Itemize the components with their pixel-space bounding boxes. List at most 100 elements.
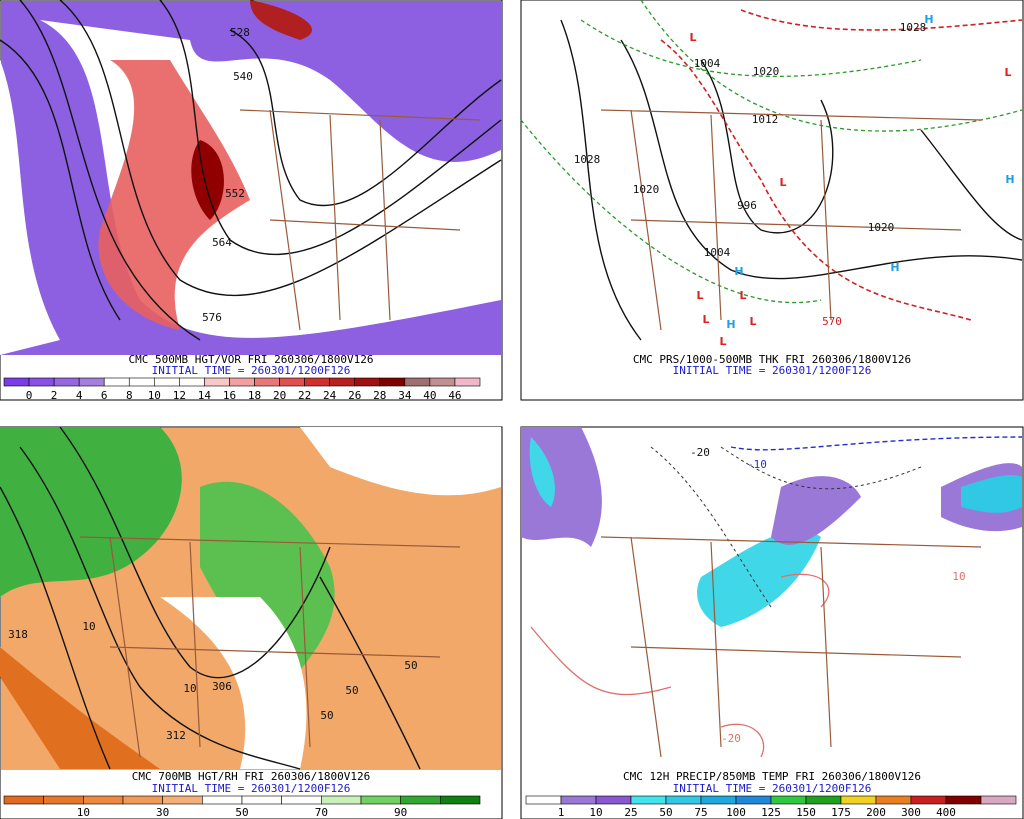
colorbar-swatch (254, 377, 280, 387)
colorbar-swatch (560, 795, 597, 805)
pressure-center: H (1005, 173, 1014, 186)
colorbar-swatch (354, 377, 381, 387)
contour-label: 1004 (704, 246, 731, 259)
colorbar-label: 200 (866, 806, 886, 819)
contour-label: 50 (404, 659, 417, 672)
colorbar-label: 300 (901, 806, 921, 819)
colorbar-swatch (321, 795, 362, 805)
panel-title: CMC 500MB HGT/VOR FRI 260306/1800V126 (128, 353, 373, 366)
colorbar-swatch (329, 377, 356, 387)
pressure-center: H (924, 13, 933, 26)
map-blob (697, 530, 821, 627)
borders (600, 536, 982, 758)
colorbar-swatch (945, 795, 982, 805)
contour-label: 576 (202, 311, 222, 324)
colorbar-label: 14 (198, 389, 212, 402)
contour-label: 10 (183, 682, 196, 695)
contour-label: 10 (82, 620, 95, 633)
map-blob (200, 481, 335, 707)
borders (600, 109, 982, 331)
map-blob (0, 60, 60, 355)
colorbar-label: 2 (51, 389, 58, 402)
colorbar-swatch (665, 795, 702, 805)
contour-label: 312 (166, 729, 186, 742)
colorbar-swatch (78, 377, 105, 387)
colorbar-label: 18 (248, 389, 261, 402)
map-blob (300, 427, 501, 496)
colorbar-label: 10 (148, 389, 161, 402)
contour-label: 1028 (574, 153, 601, 166)
thickness (520, 0, 1023, 304)
initial-time: INITIAL TIME = 260301/1200F126 (152, 782, 351, 795)
colorbar-label: 6 (101, 389, 108, 402)
panel-thk: CMC PRS/1000-500MB THK FRI 260306/1800V1… (520, 0, 1024, 401)
contour (0, 486, 111, 770)
colorbar-swatch (304, 377, 330, 387)
colorbar-swatch (281, 795, 322, 805)
contour (159, 0, 502, 256)
panel-precip: CMC 12H PRECIP/850MB TEMP FRI 260306/180… (520, 426, 1024, 819)
colorbar-swatch (875, 795, 912, 805)
isotherm (650, 446, 922, 608)
colorbar-swatch (128, 377, 155, 387)
colorbar-swatch (735, 795, 772, 805)
colorbar-label: 90 (394, 806, 407, 819)
colorbar-label: 150 (796, 806, 816, 819)
colorbar-label: 1 (558, 806, 565, 819)
panel-title: CMC 700MB HGT/RH FRI 260306/1800V126 (132, 770, 370, 783)
isotherm-neg (730, 436, 1023, 451)
contour-label: 1028 (900, 21, 927, 34)
contour-label: -20 (721, 732, 741, 745)
colorbar-label: 10 (589, 806, 602, 819)
initial-time: INITIAL TIME = 260301/1200F126 (673, 364, 872, 377)
contour-label: -20 (690, 446, 710, 459)
colorbar-label: 50 (659, 806, 672, 819)
contour-label: 1020 (633, 183, 660, 196)
colorbar-swatch (595, 795, 632, 805)
colorbar-label: 46 (448, 389, 461, 402)
contour-label: 552 (225, 187, 245, 200)
colorbar-swatch (910, 795, 947, 805)
colorbar-swatch (229, 377, 255, 387)
contour-label: 50 (345, 684, 358, 697)
colorbar-swatch (43, 795, 84, 805)
contour (620, 39, 1023, 280)
pressure-center: L (1004, 66, 1011, 79)
colorbar-swatch (454, 377, 481, 387)
borders (239, 109, 481, 331)
contour-label: 996 (737, 199, 757, 212)
colorbar-label: 8 (126, 389, 133, 402)
colorbar-swatch (154, 377, 180, 387)
colorbar-swatch (404, 377, 431, 387)
colorbar-label: 75 (694, 806, 707, 819)
contour (920, 129, 1023, 241)
colorbar-swatch (770, 795, 807, 805)
colorbar-swatch (122, 795, 163, 805)
colorbar-swatch (28, 377, 55, 387)
colorbar-swatch (429, 377, 456, 387)
pressure-center: L (702, 313, 709, 326)
contour (0, 39, 121, 321)
colorbar-swatch (204, 377, 230, 387)
colorbar-label: 22 (298, 389, 311, 402)
thickness-570 (660, 9, 1023, 321)
initial-time: INITIAL TIME = 260301/1200F126 (673, 782, 872, 795)
pressure-center: H (726, 318, 735, 331)
pressure-center: L (689, 31, 696, 44)
colorbar-swatch (3, 795, 44, 805)
contour-label: 318 (8, 628, 28, 641)
contour (59, 426, 331, 679)
colorbar-label: 16 (223, 389, 236, 402)
colorbar-swatch (83, 795, 124, 805)
pressure-center: L (779, 176, 786, 189)
colorbar-swatch (279, 377, 305, 387)
colorbar-swatch (440, 795, 481, 805)
colorbar-label: 70 (315, 806, 328, 819)
colorbar-label: 100 (726, 806, 746, 819)
contour (19, 0, 201, 341)
map-blob (961, 475, 1022, 513)
contour-label: 528 (230, 26, 250, 39)
colorbar-label: 0 (26, 389, 33, 402)
isotherm-pos (530, 573, 830, 758)
